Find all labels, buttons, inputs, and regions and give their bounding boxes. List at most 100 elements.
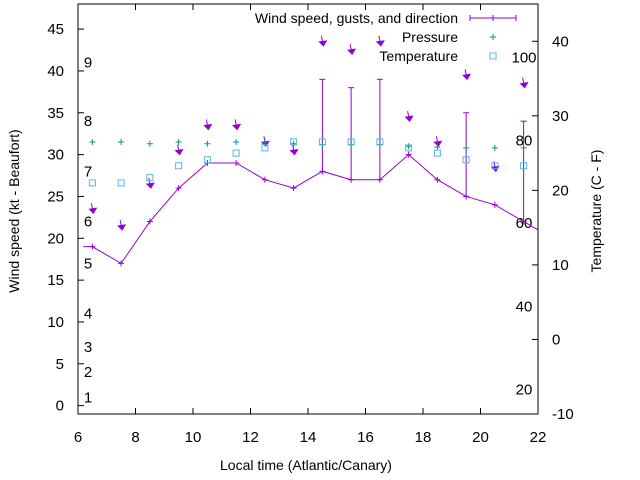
wind-direction-arrowhead: [203, 123, 213, 131]
beaufort-label: 4: [84, 306, 92, 323]
wind-direction-arrowhead: [519, 82, 529, 89]
y-tick-label: 45: [47, 21, 64, 38]
wind-speed-point: [233, 159, 240, 166]
wind-direction-arrowhead: [174, 148, 184, 156]
y2-tick-label: 0: [552, 331, 560, 348]
y2-tick-label: -10: [552, 406, 574, 423]
wind-speed-point: [290, 185, 297, 192]
wind-speed-point: [146, 218, 153, 225]
wind-speed-point: [434, 176, 441, 183]
pressure-point: [463, 144, 470, 151]
temperature-point: [491, 162, 499, 170]
temperature-point: [520, 162, 528, 170]
pressure-point: [405, 143, 412, 150]
pressure-point: [491, 144, 498, 151]
wind-speed-point: [491, 201, 498, 208]
legend-pressure-marker: [490, 34, 496, 40]
temperature-point: [290, 138, 298, 146]
temperature-point: [318, 138, 326, 146]
wind-direction-arrowhead: [433, 140, 443, 148]
y-tick-label: 30: [47, 147, 64, 164]
x-tick-label: 16: [357, 429, 374, 446]
wind-speed-point: [405, 151, 412, 158]
x-axis-title: Local time (Atlantic/Canary): [220, 457, 392, 473]
fahrenheit-label: 100: [511, 50, 536, 67]
x-tick-label: 8: [131, 429, 139, 446]
pressure-point: [89, 139, 96, 146]
temperature-point: [261, 144, 269, 152]
beaufort-label: 1: [84, 389, 92, 406]
y2-axis-title: Temperature (C - F): [588, 150, 604, 273]
temperature-point: [232, 149, 240, 157]
wind-direction-arrowhead: [232, 123, 242, 131]
beaufort-label: 8: [84, 113, 92, 130]
wind-direction-arrowhead: [145, 182, 155, 189]
x-tick-label: 6: [74, 429, 82, 446]
y-tick-label: 40: [47, 63, 64, 80]
y-tick-label: 25: [47, 188, 64, 205]
temperature-point: [376, 138, 384, 146]
y-tick-label: 0: [56, 398, 64, 415]
wind-direction-arrowhead: [318, 40, 328, 47]
legend-swatch-wind: [469, 15, 517, 21]
legend-label-pressure: Pressure: [402, 29, 458, 45]
legend-label-temperature: Temperature: [379, 48, 458, 64]
fahrenheit-label: 40: [516, 299, 533, 316]
pressure-point: [204, 140, 211, 147]
pressure-point: [290, 140, 297, 147]
legend-temperature-marker: [489, 52, 497, 60]
wind-direction-arrowhead: [289, 148, 299, 156]
wind-speed-point: [261, 176, 268, 183]
beaufort-label: 2: [84, 364, 92, 381]
x-tick-label: 10: [185, 429, 202, 446]
temperature-point: [433, 149, 441, 157]
temperature-point: [88, 179, 96, 187]
temperature-point: [203, 156, 211, 164]
pressure-point: [233, 139, 240, 146]
legend: Wind speed, gusts, and direction Pressur…: [255, 10, 517, 64]
wind-series: [83, 35, 539, 267]
pressure-series: [89, 139, 527, 151]
temperature-point: [175, 162, 183, 170]
beaufort-label: 5: [84, 255, 92, 272]
pressure-point: [146, 140, 153, 147]
pressure-point: [434, 144, 441, 151]
x-tick-label: 20: [472, 429, 489, 446]
axis-ticks: 6 8 10 12 14 16 18 20 22051015202530354045-10010…: [47, 4, 574, 446]
y-tick-label: 20: [47, 230, 64, 247]
x-tick-label: 12: [242, 429, 259, 446]
wind-direction-arrowhead: [404, 115, 414, 122]
beaufort-scale-labels: 1 2 3 4 5 6 7 8 9: [84, 55, 92, 407]
fahrenheit-label: 20: [516, 381, 533, 398]
pressure-point: [261, 139, 268, 146]
beaufort-label: 9: [84, 55, 92, 72]
legend-swatch-temperature: [489, 52, 497, 60]
beaufort-label: 3: [84, 339, 92, 356]
x-tick-label: 18: [415, 429, 432, 446]
temperature-point: [347, 138, 355, 146]
wind-speed-point: [89, 243, 96, 250]
pressure-point: [118, 139, 125, 146]
y2-tick-label: 30: [552, 108, 569, 125]
y-tick-label: 35: [47, 105, 64, 122]
y2-tick-label: 20: [552, 182, 569, 199]
temperature-series: [88, 138, 528, 187]
wind-direction-arrowhead: [347, 48, 357, 56]
wind-direction-arrowhead: [462, 73, 472, 81]
wind-direction-arrowhead: [117, 224, 127, 231]
beaufort-label: 7: [84, 163, 92, 180]
beaufort-label: 6: [84, 214, 92, 231]
legend-wind-marker: [490, 15, 496, 21]
x-tick-label: 14: [300, 429, 317, 446]
temperature-point: [405, 144, 413, 152]
temperature-point: [146, 174, 154, 182]
wind-direction-arrowhead: [88, 207, 98, 214]
y2-tick-label: 10: [552, 257, 569, 274]
wind-speed-point: [175, 185, 182, 192]
temperature-point: [117, 179, 125, 187]
pressure-point: [520, 144, 527, 151]
y-tick-label: 15: [47, 272, 64, 289]
y2-tick-label: 40: [552, 33, 569, 50]
